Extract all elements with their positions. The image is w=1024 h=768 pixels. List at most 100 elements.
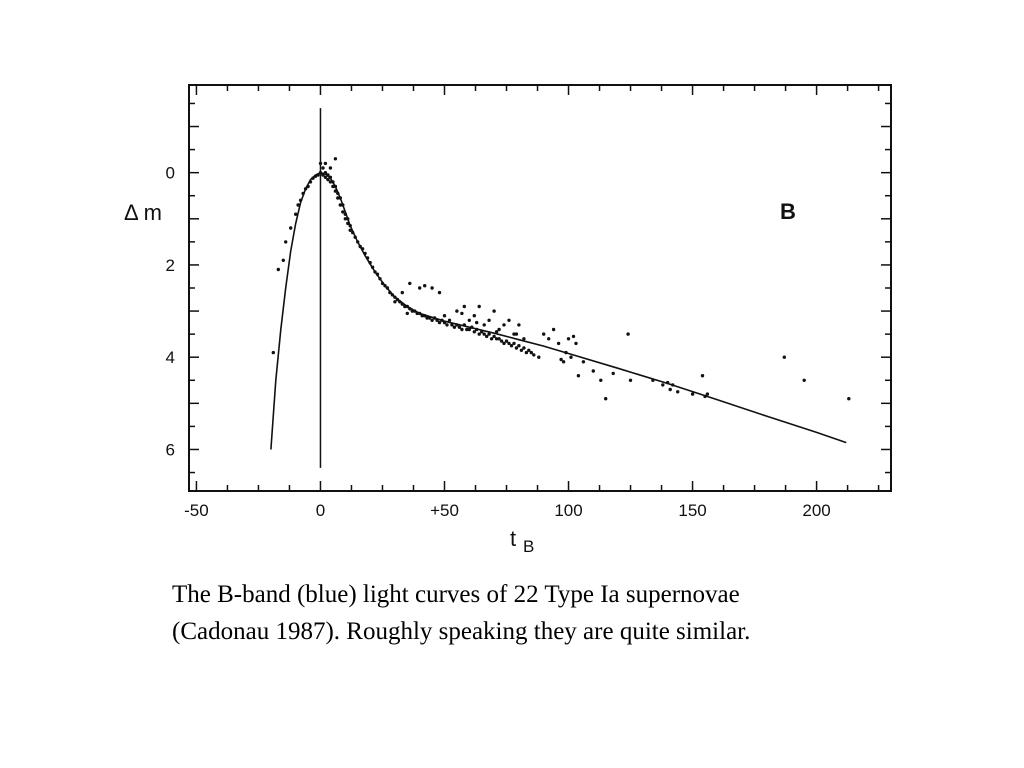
y-tick-label: 2 xyxy=(166,256,175,275)
data-point xyxy=(460,327,464,332)
data-point xyxy=(415,311,419,316)
data-point xyxy=(676,390,680,394)
x-tick-label: 200 xyxy=(802,501,830,520)
data-point xyxy=(311,176,315,180)
y-tick-labels: 0 2 4 6 xyxy=(166,164,175,460)
data-point xyxy=(517,323,521,327)
data-point xyxy=(423,284,427,288)
data-point xyxy=(512,332,516,336)
data-point xyxy=(333,189,338,193)
data-point xyxy=(328,180,333,184)
data-point xyxy=(437,320,442,325)
data-point xyxy=(502,341,506,346)
data-point xyxy=(385,286,390,290)
data-point xyxy=(556,341,561,346)
data-point xyxy=(576,374,581,378)
data-point xyxy=(289,226,293,230)
data-point xyxy=(294,212,298,216)
data-point xyxy=(440,318,444,322)
data-point xyxy=(418,311,422,316)
data-point xyxy=(591,369,595,373)
data-point xyxy=(566,337,571,341)
data-point xyxy=(485,334,489,339)
data-point xyxy=(380,281,385,286)
data-point xyxy=(524,350,529,355)
data-point xyxy=(462,304,466,309)
data-point xyxy=(301,191,305,196)
data-point xyxy=(321,166,325,170)
caption-line-2: (Cadonau 1987). Roughly speaking they ar… xyxy=(172,618,751,645)
data-point xyxy=(423,314,427,318)
data-point xyxy=(368,260,372,265)
data-point xyxy=(435,318,439,322)
data-point xyxy=(323,161,328,166)
data-point xyxy=(306,184,310,189)
data-point xyxy=(326,177,330,182)
data-point xyxy=(514,346,519,350)
data-point xyxy=(400,290,404,295)
data-point xyxy=(276,267,280,272)
data-point xyxy=(388,290,392,295)
data-point xyxy=(333,184,338,189)
data-point xyxy=(323,175,328,179)
data-point xyxy=(413,309,417,313)
data-point xyxy=(502,323,506,327)
data-point xyxy=(437,290,442,295)
data-point xyxy=(700,374,705,378)
data-point xyxy=(430,318,434,322)
data-point xyxy=(472,330,476,334)
data-point xyxy=(519,348,524,352)
data-point xyxy=(489,337,494,341)
data-point xyxy=(574,341,578,346)
data-point xyxy=(447,318,452,322)
data-point xyxy=(492,309,496,313)
data-point xyxy=(487,318,491,322)
data-point xyxy=(442,320,447,325)
data-point xyxy=(393,295,397,299)
data-point xyxy=(405,304,409,309)
x-tick-label: 0 xyxy=(316,501,325,520)
data-point xyxy=(626,332,630,336)
data-point xyxy=(666,380,670,385)
data-point xyxy=(477,304,481,309)
data-point xyxy=(514,332,519,336)
data-point xyxy=(390,293,395,297)
data-point xyxy=(410,309,414,313)
data-point xyxy=(303,187,308,191)
data-point xyxy=(611,371,615,376)
data-point xyxy=(628,378,633,382)
data-point xyxy=(581,360,586,364)
data-point xyxy=(529,350,533,355)
data-point xyxy=(341,210,345,214)
data-point xyxy=(348,228,352,232)
data-point xyxy=(450,323,454,327)
data-point xyxy=(420,314,424,318)
data-point xyxy=(336,196,340,200)
data-point xyxy=(346,217,350,221)
data-point xyxy=(353,235,357,239)
data-point xyxy=(499,339,504,343)
data-point xyxy=(507,341,511,346)
data-point xyxy=(455,323,459,327)
data-point xyxy=(480,330,484,334)
data-points xyxy=(271,157,851,401)
data-point xyxy=(418,286,422,290)
data-point xyxy=(571,334,576,339)
data-point xyxy=(403,304,407,309)
data-point xyxy=(281,258,285,262)
band-label: B xyxy=(780,199,796,224)
data-point xyxy=(470,325,474,329)
data-point xyxy=(559,357,563,362)
data-point xyxy=(705,392,710,396)
data-point xyxy=(356,240,360,244)
x-axis-title-subscript: B xyxy=(523,537,534,556)
x-tick-label: -50 xyxy=(184,501,209,520)
data-point xyxy=(346,221,350,226)
data-point xyxy=(482,332,486,336)
data-point xyxy=(284,240,288,244)
data-point xyxy=(365,256,370,260)
y-axis-title: Δ m xyxy=(124,200,162,225)
data-point xyxy=(408,281,412,286)
data-point xyxy=(323,171,328,175)
data-point xyxy=(477,332,481,336)
